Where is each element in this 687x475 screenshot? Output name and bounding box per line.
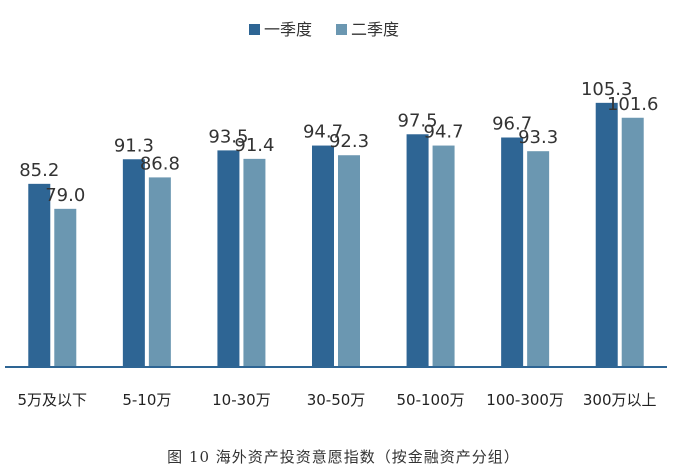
data-label-q2-6: 101.6 — [607, 94, 659, 115]
x-tick-label-5: 100-300万 — [486, 391, 564, 409]
bar-q1-6 — [595, 102, 618, 366]
legend-swatch-q2 — [336, 24, 347, 35]
data-label-q1-4: 97.5 — [398, 110, 438, 131]
data-label-q2-1: 86.8 — [140, 153, 180, 174]
data-label-q1-2: 93.5 — [208, 126, 248, 147]
bar-q2-3 — [338, 155, 360, 366]
bar-q2-0 — [54, 208, 77, 366]
data-label-q1-0: 85.2 — [19, 160, 59, 181]
bar-q1-0 — [28, 183, 51, 366]
figure-caption: 图 10 海外资产投资意愿指数（按金融资产分组） — [167, 448, 520, 466]
data-label-q2-0: 79.0 — [45, 185, 85, 206]
x-tick-label-1: 5-10万 — [122, 391, 171, 409]
bar-q1-1 — [122, 159, 145, 366]
data-label-q1-3: 94.7 — [303, 122, 343, 143]
bar-q1-2 — [217, 150, 240, 366]
bar-q2-1 — [148, 177, 171, 366]
x-tick-label-6: 300万以上 — [583, 391, 657, 409]
data-label-q2-4: 94.7 — [424, 122, 464, 143]
bars — [28, 102, 644, 366]
bar-q1-5 — [501, 137, 524, 366]
bar-q2-2 — [243, 158, 266, 366]
x-tick-label-3: 30-50万 — [307, 391, 366, 409]
bar-q2-5 — [527, 151, 550, 366]
legend: 一季度 二季度 — [249, 20, 399, 39]
data-label-q1-6: 105.3 — [581, 79, 633, 100]
legend-label-q2: 二季度 — [351, 20, 399, 39]
bar-q2-4 — [432, 145, 455, 366]
data-label-q2-2: 91.4 — [234, 135, 274, 156]
bar-q2-6 — [621, 117, 644, 366]
x-tick-label-4: 50-100万 — [397, 391, 465, 409]
data-labels: 85.279.091.386.893.591.494.792.397.594.7… — [19, 79, 658, 206]
legend-swatch-q1 — [249, 24, 260, 35]
data-label-q1-5: 96.7 — [492, 113, 532, 134]
bar-q1-3 — [312, 145, 334, 366]
data-label-q1-1: 91.3 — [114, 135, 154, 156]
x-tick-label-2: 10-30万 — [212, 391, 271, 409]
data-label-q2-5: 93.3 — [518, 127, 558, 148]
x-tick-labels: 5万及以下 5-10万 10-30万 30-50万 50-100万 100-300万 300… — [18, 391, 657, 409]
x-tick-label-0: 5万及以下 — [18, 391, 88, 409]
data-label-q2-3: 92.3 — [329, 131, 369, 152]
bar-q1-4 — [406, 134, 429, 366]
legend-label-q1: 一季度 — [264, 20, 312, 39]
